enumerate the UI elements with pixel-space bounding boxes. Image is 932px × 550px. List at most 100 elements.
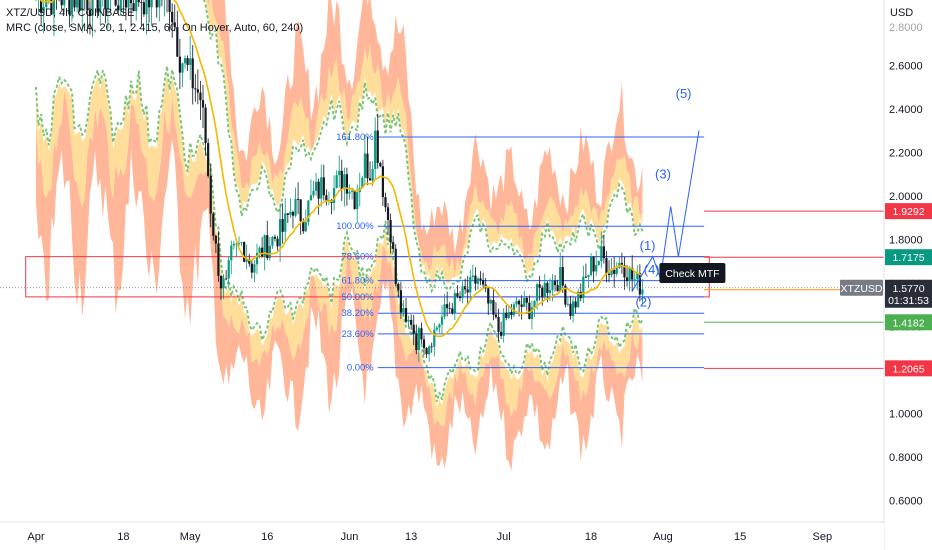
candle-body — [636, 273, 639, 280]
candle-body — [379, 162, 382, 167]
candle-body — [201, 100, 205, 108]
chart-legend: XTZ/USD, 4h, COINBASE MRC (close, SMA, 2… — [6, 6, 303, 36]
candle-body — [204, 107, 207, 144]
candle-body — [86, 0, 89, 11]
candle-body — [173, 22, 176, 28]
symbol-tag[interactable] — [840, 279, 883, 296]
candle-body — [533, 300, 536, 308]
candle-body — [507, 312, 510, 318]
candle-body — [435, 327, 438, 330]
y-tick-label: 2.6000 — [889, 60, 923, 72]
candle-body — [258, 247, 261, 253]
candle-body — [114, 0, 117, 6]
candle-body — [150, 0, 153, 8]
price-badge-text: 1.2065 — [892, 363, 924, 375]
candle-body — [412, 324, 415, 334]
price-badge[interactable] — [885, 314, 932, 331]
candle-body — [281, 219, 284, 232]
candle-body — [433, 329, 436, 347]
candle-body — [232, 243, 235, 246]
price-badge[interactable] — [885, 249, 932, 266]
candle-body — [250, 263, 253, 273]
price-badge[interactable] — [885, 203, 932, 220]
candle-body — [494, 314, 498, 318]
candle-body — [340, 170, 343, 190]
candle-body — [245, 259, 248, 262]
candle-body — [194, 88, 197, 90]
candle-body — [443, 304, 446, 317]
candle-body — [168, 0, 171, 12]
currency-label: USD — [890, 7, 913, 19]
candle-body — [52, 0, 56, 15]
x-tick-label: 18 — [585, 531, 597, 543]
wave-label: (3) — [655, 166, 671, 181]
candle-body — [402, 308, 405, 313]
candle-body — [227, 260, 230, 279]
candle-body — [607, 273, 611, 276]
candle-body — [186, 58, 189, 65]
symbol-tag-text: XTZUSD — [841, 283, 883, 295]
candle-body — [309, 195, 313, 201]
candle-body — [350, 190, 354, 192]
candle-body — [546, 282, 549, 293]
candle-body — [171, 11, 174, 23]
x-tick-label: 18 — [117, 531, 129, 543]
candle-body — [471, 275, 474, 277]
candle-body — [81, 0, 84, 11]
candle-body — [158, 0, 161, 8]
candle-body — [559, 267, 562, 292]
candle-body — [73, 0, 76, 8]
candle-body — [610, 270, 613, 276]
candle-body — [99, 0, 102, 13]
candle-body — [304, 222, 307, 232]
candle-body — [523, 297, 526, 307]
candle-body — [124, 0, 128, 8]
candle-body — [291, 211, 295, 216]
candle-body — [320, 177, 323, 199]
candle-body — [633, 279, 636, 281]
candle-body — [296, 199, 300, 200]
current-price-badge[interactable] — [885, 279, 932, 308]
candle-body — [268, 245, 271, 259]
candle-body — [317, 181, 320, 199]
candle-body — [338, 170, 341, 176]
upper-dotted-band — [203, 0, 644, 294]
candle-body — [458, 296, 462, 299]
candle-body — [299, 199, 302, 222]
lower-outer-zone — [36, 90, 643, 472]
candle-body — [415, 333, 418, 351]
candle-body — [525, 297, 528, 303]
candle-body — [325, 195, 328, 201]
candle-body — [605, 258, 608, 274]
candle-body — [430, 346, 433, 348]
candle-body — [135, 0, 138, 12]
candle-body — [63, 0, 66, 6]
candle-body — [505, 312, 508, 318]
indicator-line: MRC (close, SMA, 20, 1, 2.415, 60, On Ho… — [6, 22, 304, 34]
candle-body — [422, 339, 426, 349]
candle-body — [595, 265, 598, 272]
candle-body — [389, 219, 392, 243]
candle-body — [196, 89, 199, 93]
candle-body — [343, 174, 346, 190]
fib-label: 23.60% — [342, 329, 375, 340]
x-tick-label: Sep — [813, 531, 833, 543]
candle-body — [574, 301, 577, 308]
price-badge[interactable] — [885, 360, 932, 377]
candle-body — [345, 174, 349, 194]
candle-body — [425, 348, 428, 355]
candle-body — [183, 58, 187, 64]
candle-body — [314, 181, 318, 191]
candle-body — [189, 58, 192, 65]
candle-body — [453, 293, 456, 314]
candle-body — [564, 285, 567, 305]
x-tick-label: 13 — [405, 531, 417, 543]
candle-body — [132, 3, 135, 12]
candle-body — [137, 0, 140, 3]
y-tick-label: 2.4000 — [889, 104, 923, 116]
candle-body — [482, 280, 485, 285]
candle-body — [307, 200, 310, 223]
wave-label: (4) — [644, 262, 660, 277]
